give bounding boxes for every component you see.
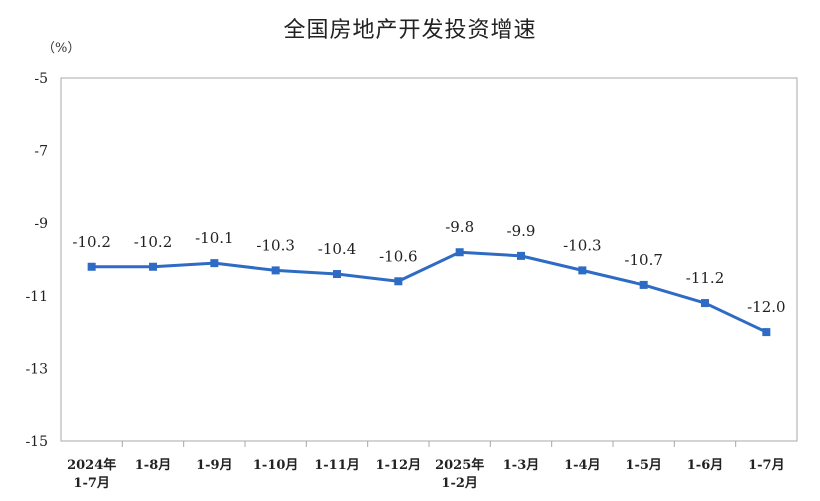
data-point xyxy=(517,251,525,260)
data-label: -11.2 xyxy=(686,269,724,287)
x-tick-label: 1-10月 xyxy=(253,458,299,473)
data-point xyxy=(271,266,280,275)
data-point xyxy=(210,259,219,268)
data-label: -10.4 xyxy=(318,240,356,258)
data-label: -10.2 xyxy=(134,233,172,251)
x-tick-label: 1-5月 xyxy=(625,458,662,473)
data-point xyxy=(762,328,771,337)
y-axis-unit: （%） xyxy=(42,41,81,56)
plot-frame xyxy=(60,77,798,442)
x-tick-label: 1-3月 xyxy=(503,458,540,473)
x-tick-label: 1-9月 xyxy=(196,458,233,473)
x-tick-label: 1-7月 xyxy=(73,476,110,491)
y-tick-label: -9 xyxy=(34,216,48,232)
x-tick-label: 1-11月 xyxy=(314,458,360,473)
data-label: -10.2 xyxy=(72,233,110,251)
x-tick-label: 1-2月 xyxy=(441,476,478,491)
data-point xyxy=(701,299,709,308)
x-tick-label: 2025年 xyxy=(435,457,484,473)
x-tick-label: 1-8月 xyxy=(135,458,172,473)
y-tick-label: -5 xyxy=(34,71,48,87)
y-tick-label: -15 xyxy=(25,434,48,450)
data-label: -10.7 xyxy=(624,251,662,269)
x-tick-label: 1-12月 xyxy=(376,458,422,473)
data-point xyxy=(578,266,587,275)
x-tick-label: 1-4月 xyxy=(564,458,601,473)
data-label: -10.6 xyxy=(379,247,417,265)
data-point xyxy=(333,270,341,279)
data-point xyxy=(455,248,464,257)
data-point xyxy=(87,262,96,271)
x-tick-label: 1-6月 xyxy=(687,458,724,473)
data-label: -9.9 xyxy=(507,222,536,240)
series-line xyxy=(91,250,767,334)
data-label: -10.1 xyxy=(195,229,233,247)
x-tick-label: 1-7月 xyxy=(748,458,785,473)
chart-title: 全国房地产开发投资增速 xyxy=(283,18,537,43)
data-label: -12.0 xyxy=(747,298,785,316)
data-label: -10.3 xyxy=(563,236,601,254)
y-tick-label: -13 xyxy=(25,361,48,377)
data-label: -9.8 xyxy=(445,218,474,236)
data-point xyxy=(149,262,157,271)
data-point xyxy=(639,280,648,289)
y-tick-label: -11 xyxy=(25,289,48,305)
data-point xyxy=(394,277,403,286)
x-tick-label: 2024年 xyxy=(67,457,116,473)
y-tick-label: -7 xyxy=(34,144,48,160)
data-label: -10.3 xyxy=(256,236,294,254)
